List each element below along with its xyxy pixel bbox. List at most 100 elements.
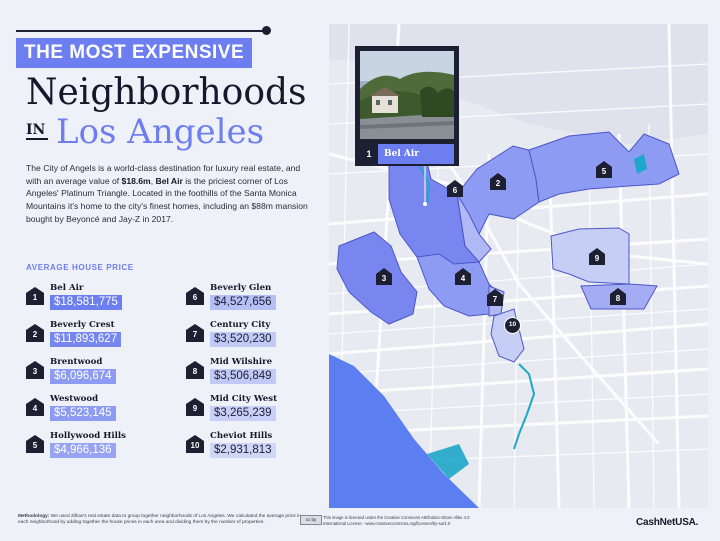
rank-badge: 6 bbox=[186, 287, 204, 305]
lake bbox=[634, 154, 647, 174]
rank-number: 1 bbox=[32, 293, 38, 302]
footer: Methodology: We used Zillow's real estat… bbox=[0, 508, 720, 541]
house-marker-icon bbox=[447, 180, 463, 197]
neighborhood-name: Century City bbox=[210, 320, 271, 330]
rank-number: 9 bbox=[192, 404, 198, 413]
map-marker-label: 6 bbox=[452, 186, 458, 195]
map-marker-2[interactable]: 2 bbox=[490, 173, 506, 190]
license-note: cc by This image is licensed under the C… bbox=[300, 515, 493, 526]
house-marker-icon bbox=[186, 361, 204, 379]
rank-badge: 3 bbox=[26, 361, 44, 379]
reservoir bbox=[418, 163, 431, 205]
neighborhood-price: $6,096,674 bbox=[50, 369, 116, 384]
page-title: Neighborhoods bbox=[26, 72, 307, 113]
methodology-text: We used Zillow's real estate data to gro… bbox=[18, 514, 301, 526]
banner-rule-dot bbox=[262, 26, 271, 35]
neighborhood-name: Cheviot Hills bbox=[210, 431, 273, 441]
map-marker-7[interactable]: 7 bbox=[487, 289, 503, 306]
neighborhood-name: Westwood bbox=[50, 394, 99, 404]
neighborhood-price: $3,520,230 bbox=[210, 332, 276, 347]
neighborhood-price: $2,931,813 bbox=[210, 443, 276, 458]
neighborhood-price: $4,966,136 bbox=[50, 443, 116, 458]
map-marker-label: 2 bbox=[495, 179, 501, 188]
rank-number: 2 bbox=[32, 330, 38, 339]
map-marker-label: 9 bbox=[594, 254, 600, 263]
region-cheviot-hills[interactable] bbox=[490, 308, 525, 363]
house-marker-icon bbox=[186, 287, 204, 305]
map-marker-label: 4 bbox=[460, 274, 466, 283]
intro-paragraph: The City of Angels is a world-class dest… bbox=[26, 162, 314, 226]
rank-badge: 4 bbox=[26, 398, 44, 416]
rank-number: 8 bbox=[192, 367, 198, 376]
house-marker-icon bbox=[186, 435, 204, 453]
map-marker-6[interactable]: 6 bbox=[447, 180, 463, 197]
rank-badge: 1 bbox=[26, 287, 44, 305]
rank-number: 4 bbox=[32, 404, 38, 413]
photo-rank-badge: 1 bbox=[360, 144, 378, 164]
price-item: 5 Hollywood Hills $4,966,136 bbox=[26, 431, 166, 465]
methodology-note: Methodology: We used Zillow's real estat… bbox=[18, 514, 308, 526]
price-item: 4 Westwood $5,523,145 bbox=[26, 394, 166, 428]
cc-license-badge[interactable]: cc by bbox=[300, 515, 322, 525]
map-marker-5[interactable]: 5 bbox=[596, 161, 612, 178]
map-marker-label: 3 bbox=[381, 274, 387, 283]
neighborhood-price: $3,265,239 bbox=[210, 406, 276, 421]
page-title-city: Los Angeles bbox=[56, 112, 265, 152]
rank-badge: 9 bbox=[186, 398, 204, 416]
intro-highlight-name: Bel Air bbox=[155, 175, 183, 186]
price-section-label: AVERAGE HOUSE PRICE bbox=[26, 263, 134, 272]
price-item: 6 Beverly Glen $4,527,656 bbox=[186, 283, 326, 317]
title-connector: IN bbox=[26, 122, 49, 140]
neighborhood-name: Beverly Crest bbox=[50, 320, 115, 330]
map-marker-10[interactable]: 10 bbox=[504, 317, 521, 334]
house-marker-icon bbox=[186, 398, 204, 416]
intro-text-1: The City of Angels is a world-class dest… bbox=[26, 163, 301, 186]
price-item: 10 Cheviot Hills $2,931,813 bbox=[186, 431, 326, 465]
intro-highlight-value: $18.6m bbox=[121, 175, 151, 186]
rank-badge: 5 bbox=[26, 435, 44, 453]
neighborhood-price: $11,893,627 bbox=[50, 332, 122, 347]
map-marker-label: 7 bbox=[492, 295, 498, 304]
price-item: 7 Century City $3,520,230 bbox=[186, 320, 326, 354]
methodology-label: Methodology: bbox=[18, 514, 50, 519]
neighborhood-name: Hollywood Hills bbox=[50, 431, 126, 441]
house-marker-icon bbox=[487, 289, 503, 306]
neighborhood-price: $4,527,656 bbox=[210, 295, 276, 310]
house-marker-icon bbox=[26, 287, 44, 305]
neighborhood-name: Mid Wilshire bbox=[210, 357, 273, 367]
map-marker-label: 8 bbox=[615, 294, 621, 303]
ocean bbox=[329, 354, 479, 508]
neighborhood-name: Beverly Glen bbox=[210, 283, 272, 293]
neighborhood-name: Bel Air bbox=[50, 283, 84, 293]
house-marker-icon bbox=[455, 268, 471, 285]
neighborhood-price: $5,523,145 bbox=[50, 406, 116, 421]
rank-number: 5 bbox=[32, 441, 38, 450]
neighborhood-price: $18,581,775 bbox=[50, 295, 122, 310]
house-marker-icon bbox=[186, 324, 204, 342]
neighborhood-name: Brentwood bbox=[50, 357, 103, 367]
banner-rule bbox=[16, 30, 266, 32]
house-marker-icon bbox=[596, 161, 612, 178]
brand-logo[interactable]: CashNetUSA. bbox=[636, 517, 699, 528]
house-marker-icon bbox=[589, 248, 605, 265]
map-marker-4[interactable]: 4 bbox=[455, 268, 471, 285]
price-item: 2 Beverly Crest $11,893,627 bbox=[26, 320, 166, 354]
map-marker-9[interactable]: 9 bbox=[589, 248, 605, 265]
creek bbox=[513, 363, 536, 450]
price-item: 1 Bel Air $18,581,775 bbox=[26, 283, 166, 317]
rank-number: 6 bbox=[192, 293, 198, 302]
rank-number: 10 bbox=[190, 441, 200, 450]
header-banner: THE MOST EXPENSIVE bbox=[16, 38, 253, 68]
rank-number: 7 bbox=[192, 330, 198, 339]
map-marker-3[interactable]: 3 bbox=[376, 268, 392, 285]
map-canvas bbox=[329, 24, 708, 508]
map-marker-8[interactable]: 8 bbox=[610, 288, 626, 305]
intro-text-3: is the priciest corner of Los Angeles' P… bbox=[26, 175, 308, 224]
region-beverly-glen[interactable] bbox=[456, 193, 492, 263]
rank-badge: 2 bbox=[26, 324, 44, 342]
photo-label: Bel Air bbox=[378, 144, 454, 164]
house-marker-icon bbox=[26, 435, 44, 453]
house-marker-icon bbox=[490, 173, 506, 190]
rank-badge: 8 bbox=[186, 361, 204, 379]
